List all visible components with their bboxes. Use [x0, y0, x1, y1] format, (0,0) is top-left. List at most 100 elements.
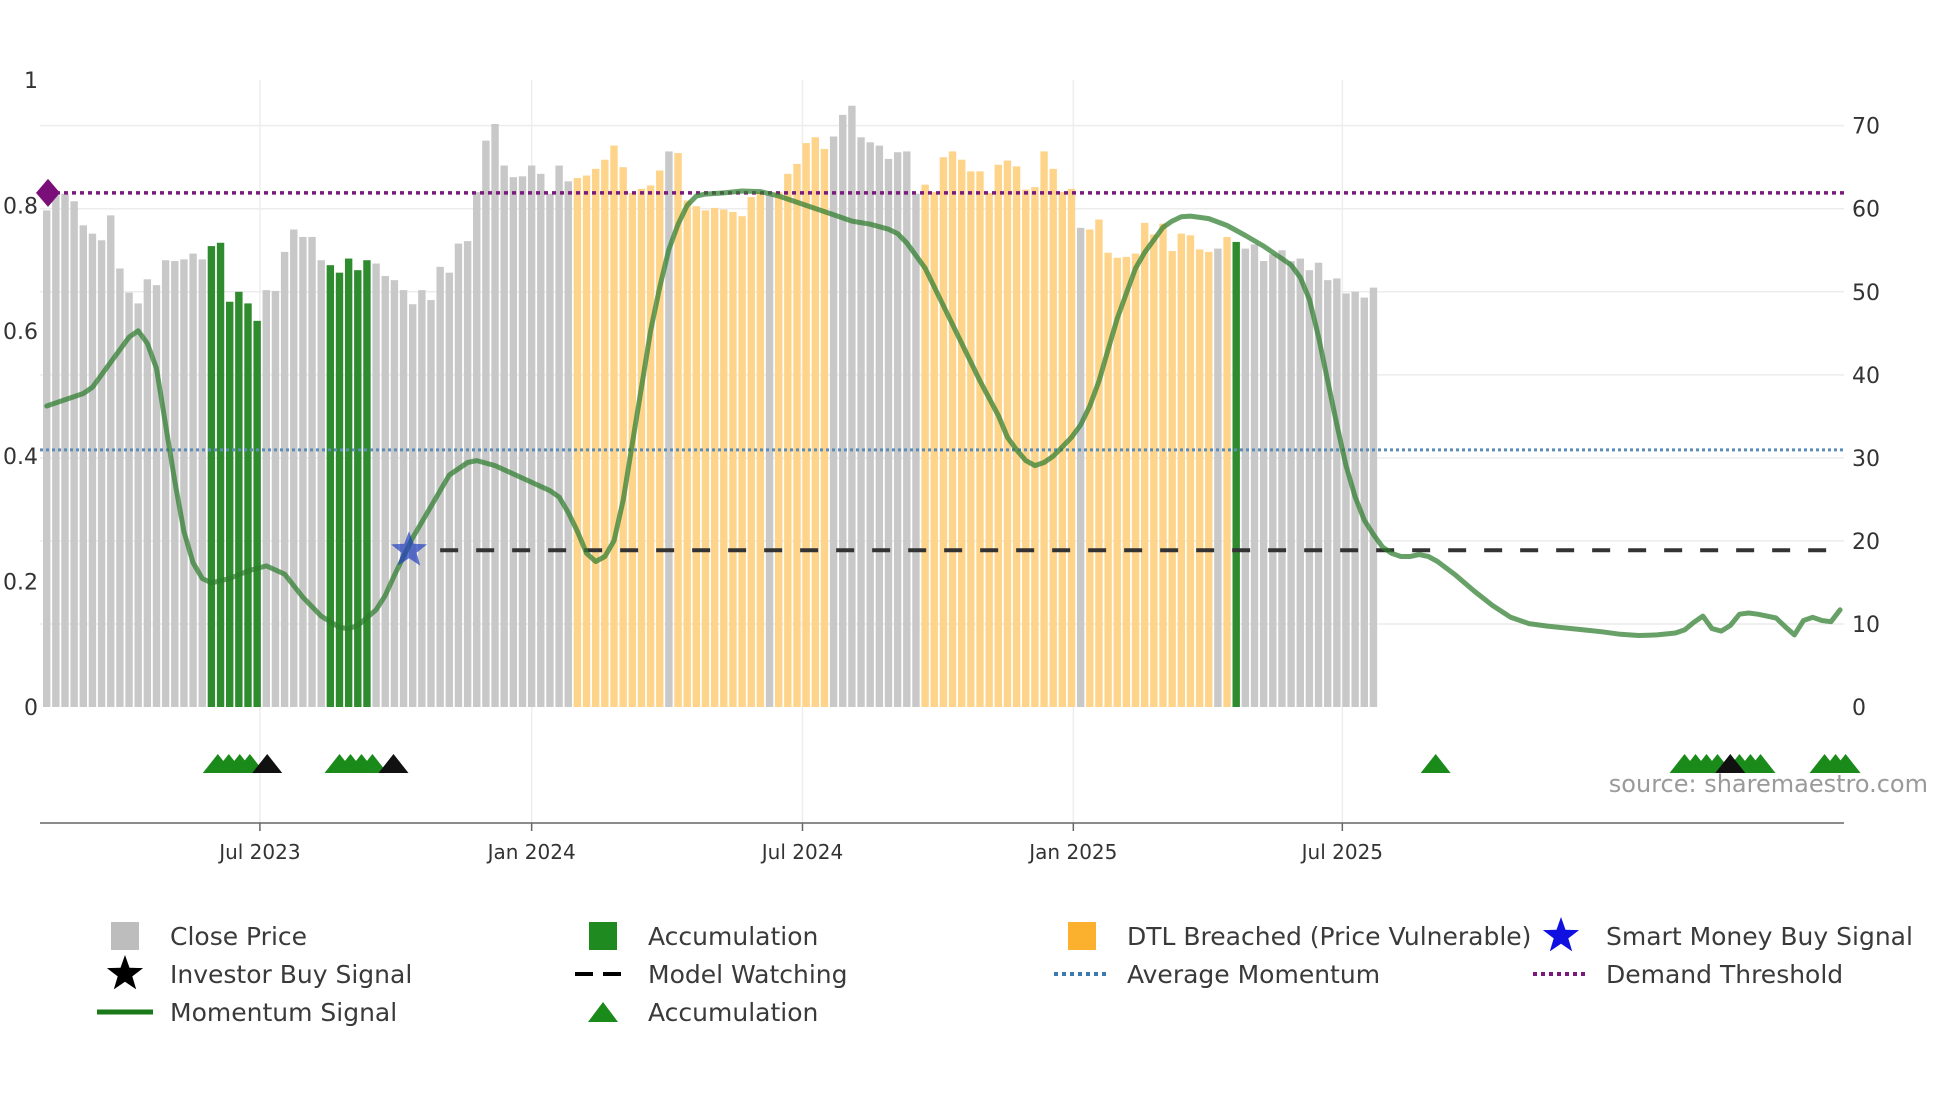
price-bar-close [866, 142, 874, 707]
momentum-line [44, 188, 1843, 638]
price-bar-accumulation [363, 260, 371, 707]
price-bar-close [445, 272, 453, 707]
right-tick-label: 60 [1852, 198, 1880, 223]
legend: Close Price Accumulation DTL Breached (P… [90, 917, 1950, 1068]
legend-demand-threshold: Demand Threshold [1526, 956, 1843, 992]
price-bar-close [70, 201, 78, 707]
price-bar-close [546, 193, 554, 708]
price-bar-close [829, 136, 838, 707]
legend-gray-square-icon [111, 922, 139, 950]
price-bar-close [665, 151, 673, 707]
source-label: source: sharemaestro.com [1609, 770, 1928, 798]
price-bar-close [125, 292, 133, 707]
price-bar-close [454, 243, 463, 707]
price-bar-dtl [1040, 151, 1048, 707]
price-bar-close [372, 263, 380, 707]
price-bar-dtl [1186, 235, 1195, 707]
price-bar-close [500, 165, 508, 708]
price-bar-accumulation [326, 265, 335, 707]
price-bar-dtl [710, 207, 719, 707]
price-bar-close [1296, 258, 1304, 707]
price-bar-accumulation [244, 303, 252, 707]
price-bar-close [1214, 248, 1222, 707]
price-bar-dtl [656, 170, 664, 708]
price-bar-dtl [994, 164, 1002, 708]
price-bar-dtl [1131, 253, 1140, 707]
price-bar-dtl [1205, 251, 1213, 708]
price-bar-close [473, 192, 481, 708]
price-bar-dtl [1067, 188, 1076, 708]
price-bar-close [509, 177, 518, 707]
price-bar-close [857, 137, 865, 707]
price-bar-dtl [976, 171, 984, 707]
price-bar-dtl [683, 200, 691, 707]
price-bar-close [97, 240, 106, 707]
legend-label: Investor Buy Signal [170, 959, 413, 989]
price-bar-close [317, 260, 325, 707]
x-tick-label: Jan 2025 [1027, 840, 1117, 864]
price-bar-close [88, 233, 97, 708]
legend-label: DTL Breached (Price Vulnerable) [1127, 921, 1532, 951]
price-bar-dtl [1095, 219, 1103, 707]
price-bar-close [527, 165, 536, 708]
left-tick-label: 0.8 [3, 194, 38, 219]
price-bar-close [848, 105, 856, 707]
legend-close-price: Close Price [90, 918, 307, 954]
price-bar-close [893, 152, 902, 707]
price-bar-close [418, 290, 426, 707]
investor-buy-triangle-icon [1715, 754, 1746, 773]
price-bar-close [390, 280, 399, 707]
left-tick-label: 1 [24, 69, 38, 94]
price-bar-dtl [820, 148, 829, 708]
price-bar-dtl [921, 184, 929, 707]
price-bar-close [280, 251, 289, 708]
price-bar-close [290, 229, 298, 707]
price-bar-close [1259, 261, 1268, 707]
price-bar-dtl [802, 143, 810, 707]
price-bar-accumulation [235, 291, 243, 707]
price-bar-dtl [582, 175, 591, 708]
price-bar-close [1287, 261, 1295, 707]
price-bar-dtl [729, 212, 737, 707]
legend-smart-money: Smart Money Buy Signal [1526, 917, 1913, 954]
price-bar-close [491, 124, 499, 707]
price-bar-dtl [1168, 251, 1176, 707]
price-bar-dtl [1012, 166, 1021, 707]
accumulation-triangle-icon [357, 754, 388, 773]
price-bar-close [1369, 287, 1378, 707]
price-bar-close [839, 114, 847, 708]
price-bar-close [52, 195, 60, 707]
x-tick-label: Jul 2023 [217, 840, 300, 864]
price-bar-close [555, 165, 563, 708]
price-bar-dtl [811, 137, 819, 707]
x-tick-label: Jul 2024 [760, 840, 843, 864]
axes: Jul 2023 Jan 2024 Jul 2024 Jan 2025 Jul 2025… [3, 69, 1880, 864]
legend-green-triangle-icon [588, 1002, 618, 1022]
price-bar-close [518, 176, 527, 708]
price-bar-close [161, 260, 170, 707]
price-bar-accumulation [354, 270, 362, 707]
price-bar-close [107, 215, 115, 707]
price-bar-close [198, 259, 206, 707]
legend-accumulation-marker: Accumulation [568, 994, 818, 1030]
price-bar-close [381, 275, 389, 707]
right-tick-label: 30 [1852, 447, 1880, 472]
price-bar-dtl [619, 167, 627, 707]
legend-label: Model Watching [648, 959, 848, 989]
price-bar-close [308, 236, 316, 707]
price-bar-dtl [1104, 252, 1112, 707]
price-bar-close [1342, 293, 1350, 707]
legend-average-momentum: Average Momentum [1047, 956, 1380, 992]
price-bar-dtl [1150, 234, 1158, 707]
price-bar-accumulation [253, 320, 261, 707]
left-tick-label: 0.6 [3, 320, 38, 345]
legend-investor-buy: Investor Buy Signal [90, 955, 413, 992]
price-bar-close [903, 151, 911, 707]
price-bar-dtl [958, 159, 966, 708]
legend-label: Smart Money Buy Signal [1606, 921, 1913, 951]
legend-label: Accumulation [648, 997, 819, 1027]
price-bar-dtl [701, 210, 710, 707]
price-bar-accumulation [335, 272, 344, 707]
legend-black-star-icon [106, 955, 144, 990]
legend-green-square-icon [589, 922, 617, 950]
